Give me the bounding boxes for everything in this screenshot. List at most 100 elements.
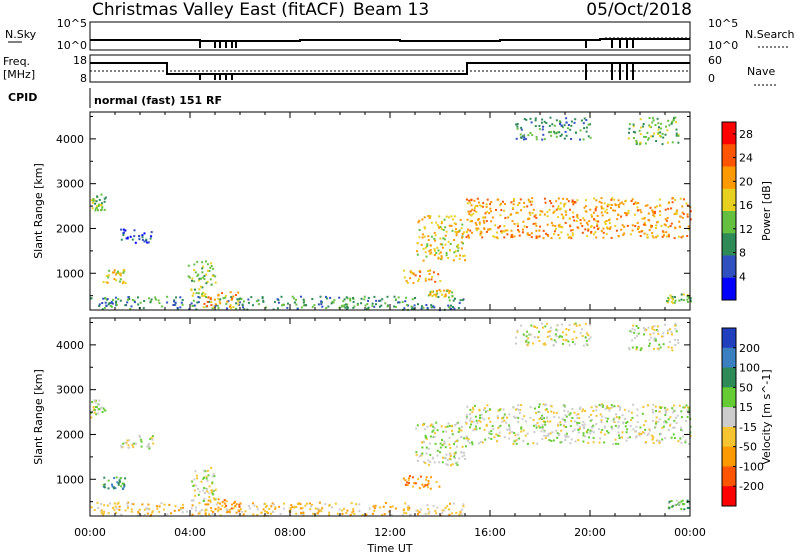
power-echo-point xyxy=(522,220,525,223)
velocity-echo-point xyxy=(526,432,529,435)
power-echo-point xyxy=(574,118,577,121)
velocity-echo-point xyxy=(650,336,653,339)
velocity-echo-point xyxy=(427,480,430,482)
velocity-echo-point xyxy=(482,408,485,411)
velocity-echo-point xyxy=(603,433,606,436)
power-echo-point xyxy=(421,305,423,308)
power-echo-point xyxy=(550,221,553,224)
velocity-echo-point xyxy=(448,457,451,460)
velocity-echo-point xyxy=(625,422,628,424)
velocity-echo-point xyxy=(415,451,418,454)
velocity-echo-point xyxy=(523,415,526,418)
power-echo-point xyxy=(575,220,578,222)
power-echo-point xyxy=(455,228,457,231)
power-echo-point xyxy=(585,126,588,129)
velocity-echo-point xyxy=(419,475,422,478)
power-echo-point xyxy=(115,301,117,304)
velocity-echo-point xyxy=(204,503,207,506)
power-echo-point xyxy=(670,222,673,225)
power-echo-point xyxy=(217,297,220,300)
velocity-echo-point xyxy=(210,489,213,492)
power-echo-point xyxy=(639,133,642,136)
velocity-echo-point xyxy=(514,439,517,442)
power-echo-point xyxy=(674,199,677,201)
velocity-echo-point xyxy=(655,339,657,342)
velocity-echo-point xyxy=(429,442,431,445)
power-echo-point xyxy=(461,223,464,226)
velocity-echo-point xyxy=(684,441,687,444)
velocity-echo-point xyxy=(274,506,277,509)
power-echo-point xyxy=(454,223,457,226)
velocity-echo-point xyxy=(640,347,643,350)
power-echo-point xyxy=(681,211,684,214)
velocity-echo-point xyxy=(611,405,614,408)
power-echo-point xyxy=(587,135,590,138)
power-echo-point xyxy=(444,295,447,297)
velocity-echo-point xyxy=(127,444,130,447)
velocity-echo-point xyxy=(676,414,679,417)
velocity-echo-point xyxy=(533,336,536,338)
power-echo-point xyxy=(409,277,412,280)
power-echo-point xyxy=(416,242,419,245)
power-echo-point xyxy=(441,243,444,246)
velocity-echo-point xyxy=(198,510,201,513)
velocity-echo-point xyxy=(662,332,665,335)
velocity-echo-point xyxy=(496,417,499,419)
velocity-echo-point xyxy=(496,415,499,418)
velocity-echo-point xyxy=(432,425,435,428)
velocity-echo-point xyxy=(302,511,305,514)
power-echo-point xyxy=(570,138,573,140)
velocity-echo-point xyxy=(508,426,511,429)
power-echo-point xyxy=(143,300,146,302)
velocity-echo-point xyxy=(664,409,667,412)
power-echo-point xyxy=(433,237,436,240)
velocity-echo-point xyxy=(252,513,255,516)
power-echo-point xyxy=(229,305,232,308)
velocity-echo-point xyxy=(621,431,624,434)
x-axis-label: Time UT xyxy=(366,542,412,554)
velocity-echo-point xyxy=(678,404,681,407)
velocity-echo-point xyxy=(486,410,489,412)
velocity-echo-point xyxy=(421,452,424,455)
power-echo-point xyxy=(648,229,651,232)
power-echo-point xyxy=(346,306,349,309)
velocity-echo-point xyxy=(681,499,684,502)
velocity-colorbar-tick-label: 200 xyxy=(739,342,760,355)
power-echo-point xyxy=(433,249,436,252)
velocity-echo-point xyxy=(204,509,207,512)
velocity-echo-point xyxy=(621,414,624,417)
power-echo-point xyxy=(581,231,584,234)
velocity-echo-point xyxy=(111,485,114,488)
velocity-echo-point xyxy=(617,420,620,423)
power-echo-point xyxy=(659,134,661,137)
power-echo-point xyxy=(100,202,103,205)
velocity-echo-point xyxy=(527,337,530,340)
power-echo-point xyxy=(551,224,554,227)
power-echo-point xyxy=(214,305,217,308)
velocity-echo-point xyxy=(617,442,620,445)
velocity-echo-point xyxy=(426,483,429,486)
velocity-colorbar-tick-label: 50 xyxy=(739,381,753,394)
power-echo-point xyxy=(654,124,657,127)
power-echo-point xyxy=(197,301,200,304)
velocity-echo-point xyxy=(479,420,482,423)
power-echo-point xyxy=(575,131,577,134)
velocity-echo-point xyxy=(227,510,230,513)
velocity-echo-point xyxy=(448,453,451,456)
power-echo-point xyxy=(115,273,118,276)
velocity-echo-point xyxy=(555,328,558,331)
velocity-echo-point xyxy=(151,435,154,438)
velocity-echo-point xyxy=(542,403,545,406)
power-echo-point xyxy=(522,138,525,141)
power-echo-point xyxy=(603,221,606,224)
power-echo-point xyxy=(503,230,506,233)
power-echo-point xyxy=(562,215,565,218)
velocity-colorbar-tick-label: -200 xyxy=(739,480,764,493)
power-echo-point xyxy=(573,201,576,203)
velocity-echo-point xyxy=(314,507,317,510)
velocity-echo-point xyxy=(194,506,197,509)
power-echo-point xyxy=(122,269,125,272)
power-echo-point xyxy=(523,206,526,208)
power-echo-point xyxy=(173,300,176,303)
power-echo-point xyxy=(673,237,676,240)
